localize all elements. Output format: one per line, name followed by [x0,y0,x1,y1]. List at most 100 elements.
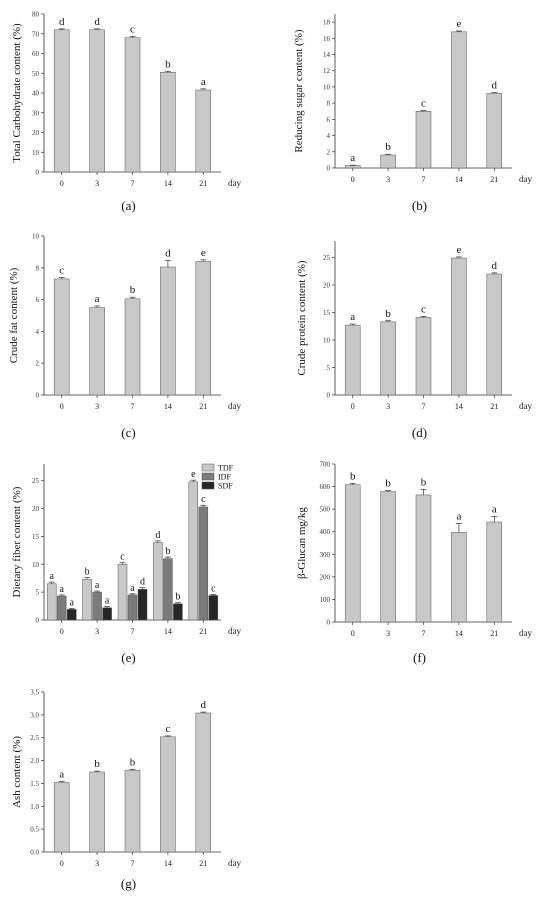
bar [344,484,361,623]
x-tick-label: 7 [422,402,426,411]
y-tick-label: 4 [327,132,331,140]
x-tick-label: 21 [490,629,498,638]
y-tick-label: 300 [320,551,331,559]
y-tick-label: 18 [323,19,331,27]
bar-sdf [173,603,183,621]
y-tick-label: 5 [327,364,331,372]
x-axis-unit: day [228,858,241,868]
y-tick-label: 3.0 [30,711,39,719]
significance-letter: a [59,584,64,595]
x-tick-label: 3 [386,402,390,411]
bar-idf [92,591,102,621]
bar [380,154,396,169]
y-axis-label: Ash content (%) [11,736,23,808]
y-tick-label: 80 [32,11,40,19]
x-axis-unit: day [228,626,241,636]
bar [344,324,361,396]
y-tick-label: 40 [32,90,40,98]
significance-letter: b [130,756,136,768]
x-tick-label: 14 [455,402,463,411]
y-tick-label: 6 [36,296,40,304]
x-axis-unit: day [519,174,532,184]
significance-letter: c [165,723,170,735]
significance-letter: b [385,308,391,320]
significance-letter: a [95,293,100,305]
bar [486,273,503,396]
significance-letter: d [155,530,160,541]
significance-letter: d [492,80,498,92]
bar [195,261,212,396]
panel-label: (b) [412,198,427,213]
significance-letter: b [165,546,170,557]
bar-tdf [153,542,163,621]
legend-swatch-sdf [201,481,215,490]
y-tick-label: 0 [327,619,331,627]
y-axis-label: Reducing sugar content (%) [293,29,305,152]
x-tick-label: 7 [422,629,426,638]
chart-panel-4: 0 5 10 15 20 25 0 3 7 14 21 day a b c e d Crude protein c… [296,241,532,440]
x-tick-label: 21 [199,859,207,868]
y-tick-label: 0 [327,165,331,173]
significance-letter: a [350,311,355,323]
x-tick-label: 7 [131,179,135,188]
bar [195,89,212,173]
y-tick-label: 1.5 [30,780,39,788]
x-tick-label: 7 [131,402,135,411]
x-tick-label: 21 [490,175,498,184]
y-tick-label: 15 [32,533,40,541]
bar [486,521,503,623]
x-tick-label: 0 [60,402,64,411]
y-tick-label: 8 [327,100,331,108]
y-axis-label: β-Glucan mg/kg [296,507,308,579]
significance-letter: c [201,494,206,505]
x-tick-label: 14 [164,179,172,188]
bar [124,298,141,396]
bar [160,266,176,396]
y-tick-label: 10 [323,337,331,345]
x-tick-label: 21 [199,179,207,188]
chart-panel-1: 0 10 20 30 40 50 60 70 80 0 3 7 14 21 day d d c b a Total Ca… [11,11,241,214]
x-tick-label: 0 [351,175,355,184]
x-axis-unit: day [228,178,241,188]
y-tick-label: 0 [36,617,40,625]
y-tick-label: 0 [327,392,331,400]
significance-letter: b [165,58,171,70]
bar-tdf [188,481,199,621]
bar [451,257,467,396]
y-tick-label: 16 [323,35,331,43]
y-tick-label: 10 [32,149,40,157]
significance-letter: a [456,510,461,522]
x-tick-label: 14 [455,629,463,638]
y-tick-label: 600 [320,483,331,491]
bar-tdf [117,564,128,621]
x-tick-label: 14 [164,859,172,868]
y-tick-label: 2.0 [30,757,39,765]
y-tick-label: 25 [32,477,40,485]
bar-tdf [82,579,92,621]
y-axis-label: Crude fat content (%) [8,267,20,363]
bar [451,31,467,169]
y-tick-label: 30 [32,109,40,117]
x-tick-label: 21 [199,402,207,411]
x-tick-label: 3 [386,629,390,638]
significance-letter: b [385,141,391,153]
y-tick-label: 25 [323,254,331,262]
bar [380,491,396,623]
significance-letter: a [59,769,64,781]
x-tick-label: 3 [95,402,99,411]
panel-label: (a) [121,198,135,213]
y-tick-label: 6 [327,116,331,124]
y-tick-label: 15 [323,309,331,317]
significance-letter: d [94,16,100,28]
bar-tdf [46,583,57,621]
bar [486,93,503,169]
y-tick-label: 20 [32,129,40,137]
panel-label: (d) [412,425,427,440]
bar-idf [56,595,67,621]
bar-sdf [208,595,219,621]
bar [380,321,396,396]
x-axis-unit: day [519,401,532,411]
x-tick-label: 14 [164,627,172,636]
y-tick-label: 400 [320,528,331,536]
bar [89,307,105,396]
